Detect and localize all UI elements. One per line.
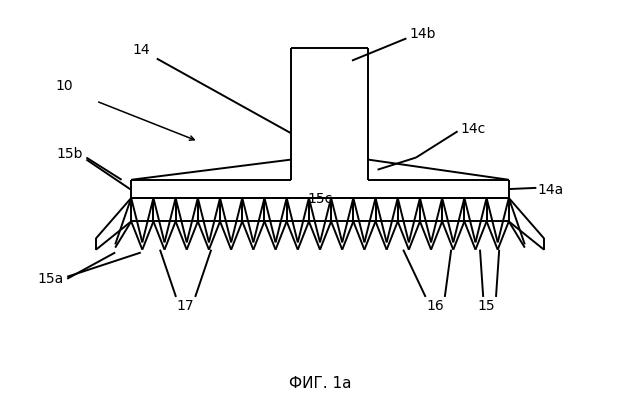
Text: 16: 16 — [426, 299, 444, 313]
Text: 17: 17 — [177, 299, 195, 313]
Text: 15: 15 — [477, 299, 495, 313]
Text: 14c: 14c — [461, 122, 486, 136]
Text: 10: 10 — [55, 79, 73, 93]
Text: 14: 14 — [132, 42, 150, 57]
Text: 14a: 14a — [538, 183, 564, 197]
Text: 14b: 14b — [410, 27, 436, 41]
Text: 15c: 15c — [307, 192, 332, 206]
Text: ФИГ. 1а: ФИГ. 1а — [289, 376, 351, 391]
Text: 15a: 15a — [38, 272, 64, 286]
Text: 15b: 15b — [57, 147, 83, 160]
